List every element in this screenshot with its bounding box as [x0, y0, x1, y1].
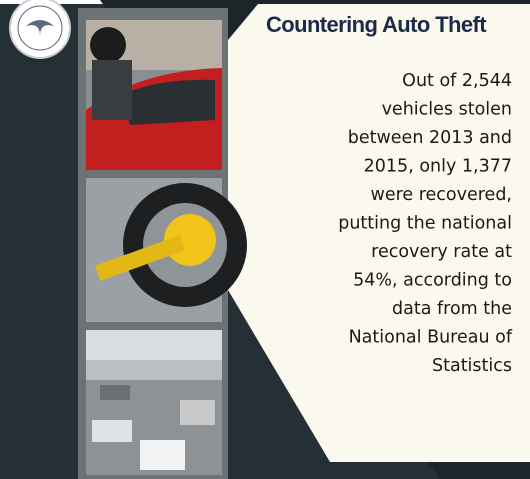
body-line: data from the — [392, 299, 512, 319]
body-line: between 2013 and — [348, 128, 512, 148]
body-line: 2015, only 1,377 — [364, 157, 512, 177]
infographic: Countering Auto Theft Out of 2,544 vehicl… — [0, 0, 530, 479]
body-line: National Bureau of — [349, 328, 513, 348]
body-line: recovery rate at — [371, 242, 512, 262]
body-line: were recovered, — [371, 185, 513, 205]
body-line: vehicles stolen — [382, 100, 512, 120]
body-line: Out of 2,544 — [402, 71, 512, 91]
body-line: Statistics — [432, 356, 512, 376]
photo-car-park — [86, 330, 222, 475]
photo-car-break-in — [86, 20, 222, 170]
body-line: putting the national — [338, 214, 512, 234]
title: Countering Auto Theft — [266, 12, 487, 37]
logo — [10, 0, 70, 58]
body-line: 54%, according to — [353, 271, 512, 291]
page: Countering Auto Theft Out of 2,544 vehicl… — [0, 0, 530, 479]
